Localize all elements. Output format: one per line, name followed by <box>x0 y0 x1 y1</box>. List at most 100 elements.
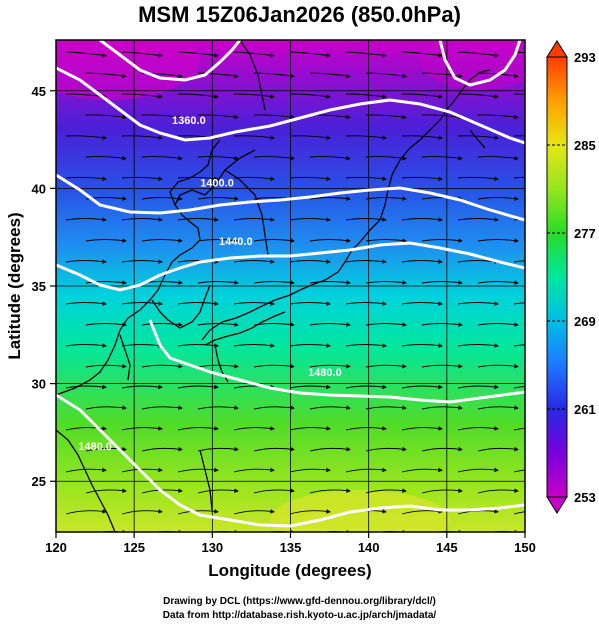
colorbar-bottom-arrow <box>546 496 568 514</box>
streamline <box>345 259 387 264</box>
streamline <box>289 217 331 222</box>
x-tick-label: 125 <box>123 540 145 555</box>
streamline <box>401 217 443 222</box>
streamline <box>177 176 219 181</box>
streamline <box>197 280 239 285</box>
streamline <box>477 280 519 285</box>
streamline <box>233 217 275 222</box>
streamline <box>421 488 463 494</box>
streamline <box>141 405 183 410</box>
streamline <box>457 51 499 58</box>
streamline <box>309 488 351 494</box>
streamline <box>289 301 331 306</box>
streamline <box>513 427 525 431</box>
streamline <box>289 467 331 473</box>
contour-label: 1360.0 <box>172 115 206 127</box>
streamline <box>401 51 443 58</box>
streamline <box>477 114 519 120</box>
x-tick-label: 120 <box>45 540 67 555</box>
y-tick-label: 25 <box>32 474 46 489</box>
streamline <box>85 72 127 79</box>
streamline <box>197 446 239 452</box>
streamline <box>401 93 443 99</box>
streamline <box>457 93 499 99</box>
colorbar-tick-label: 277 <box>574 226 596 241</box>
streamline <box>85 155 127 161</box>
geopotential-contours <box>56 40 525 528</box>
colorbar-ticks: 253 261 269 277 285 293 <box>547 50 596 505</box>
streamline <box>177 467 219 473</box>
x-tick-label: 150 <box>514 540 536 555</box>
streamline <box>477 196 519 201</box>
streamline <box>513 176 525 179</box>
streamline <box>345 467 387 473</box>
streamline <box>477 488 519 494</box>
streamline <box>345 93 387 99</box>
streamline <box>177 426 219 431</box>
streamline <box>197 72 239 79</box>
streamline <box>65 343 107 348</box>
streamline <box>141 114 183 120</box>
streamline <box>253 405 295 410</box>
streamline <box>197 155 239 161</box>
streamline <box>253 155 295 161</box>
cold-patch-north <box>56 40 200 100</box>
streamline <box>233 426 275 431</box>
streamline <box>309 155 351 161</box>
streamline <box>177 51 219 58</box>
y-tick-label: 30 <box>32 377 46 392</box>
streamline <box>177 217 219 222</box>
contour-label: 1400.0 <box>200 177 234 189</box>
x-tick-label: 145 <box>436 540 458 555</box>
streamline <box>177 343 219 348</box>
streamline <box>141 363 183 369</box>
streamline <box>141 155 183 161</box>
streamline <box>365 114 407 120</box>
streamline <box>253 446 295 452</box>
streamline <box>401 343 443 348</box>
streamline <box>121 384 163 390</box>
streamline <box>477 405 519 410</box>
streamline <box>121 176 163 181</box>
contour-label: 1480.0 <box>308 367 342 379</box>
streamline <box>457 176 499 181</box>
streamline <box>421 363 463 369</box>
streamline <box>401 384 443 390</box>
streamline <box>345 301 387 306</box>
streamline <box>309 280 351 285</box>
streamline <box>289 426 331 431</box>
streamline <box>141 446 183 452</box>
streamline <box>477 322 519 327</box>
streamline <box>289 135 331 140</box>
streamline <box>233 51 275 58</box>
streamline <box>65 51 107 58</box>
streamline <box>345 384 387 390</box>
streamline <box>65 135 107 140</box>
streamline <box>289 343 331 348</box>
streamline <box>121 301 163 306</box>
streamline <box>365 322 407 327</box>
streamline <box>513 469 525 473</box>
colorbar-tick-label: 253 <box>574 490 596 505</box>
streamline <box>253 363 295 369</box>
cold-patch-northeast <box>420 40 525 90</box>
streamline <box>65 426 107 431</box>
streamline <box>85 280 127 285</box>
contour-label: 1440.0 <box>219 236 253 248</box>
streamline <box>401 259 443 264</box>
streamline <box>253 238 295 243</box>
streamline <box>365 446 407 452</box>
streamline <box>65 509 107 515</box>
streamline <box>345 217 387 222</box>
streamline <box>345 343 387 348</box>
streamline <box>513 302 525 305</box>
streamline <box>309 72 351 79</box>
streamline <box>421 446 463 452</box>
streamline <box>253 488 295 494</box>
streamline <box>401 467 443 473</box>
streamline <box>233 259 275 264</box>
streamline <box>309 322 351 327</box>
streamline <box>197 363 239 369</box>
streamline <box>233 343 275 348</box>
streamline <box>457 467 499 473</box>
